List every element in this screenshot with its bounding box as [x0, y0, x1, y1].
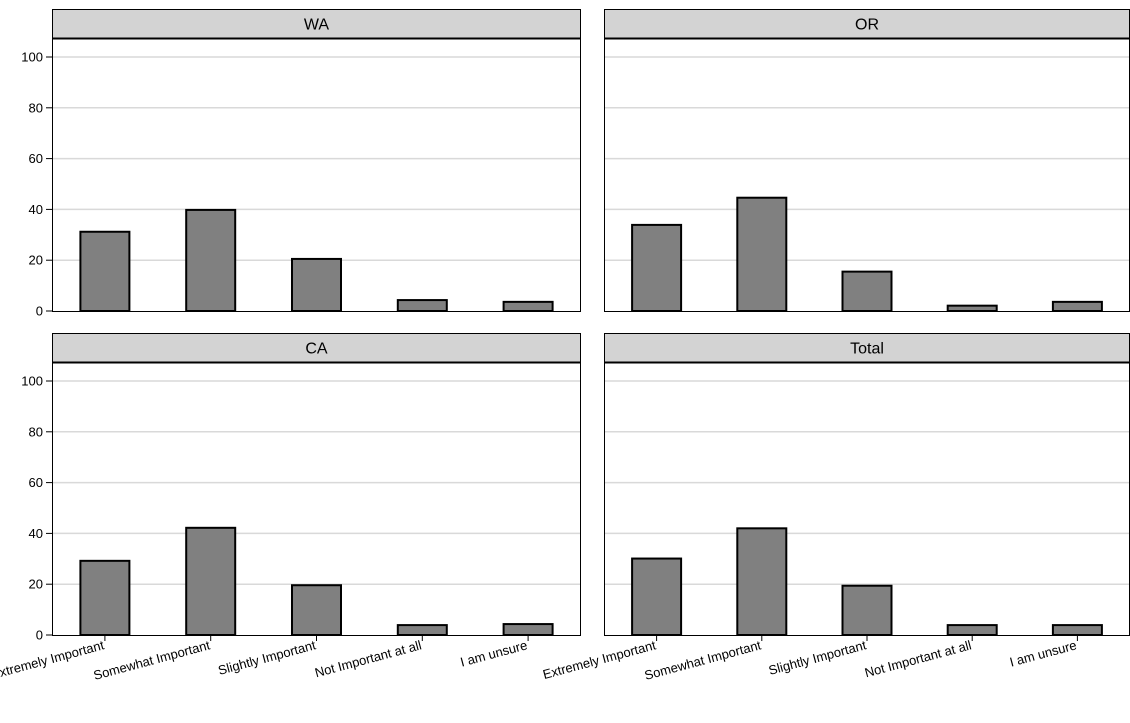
y-tick-label: 100: [21, 374, 43, 389]
panel-wa: WA 0 20 40 60 80 100: [21, 9, 581, 319]
bar: [736, 527, 788, 637]
x-tick-label: Not Important at all: [313, 637, 423, 680]
x-tick-label: Somewhat Important: [643, 637, 763, 683]
y-tick-label: 80: [29, 100, 43, 115]
panel-strip: [52, 333, 581, 363]
x-tick-label: I am unsure: [459, 637, 529, 669]
panel-or: OR: [604, 9, 1130, 313]
bar: [79, 559, 131, 636]
panel-title: OR: [855, 17, 879, 34]
bar: [631, 223, 683, 312]
y-tick-label: 20: [29, 577, 43, 592]
bar: [841, 270, 893, 313]
bar: [1051, 300, 1103, 312]
bar: [79, 230, 131, 312]
x-tick-label: Extremely Important: [541, 637, 658, 682]
bar: [396, 624, 448, 636]
bar: [946, 624, 998, 636]
bar: [946, 304, 998, 312]
y-tick-label: 80: [29, 424, 43, 439]
x-tick-label: Extremely Important: [0, 637, 106, 682]
y-tick-label: 60: [29, 151, 43, 166]
panel-title: Total: [850, 341, 884, 358]
y-tick-label: 20: [29, 253, 43, 268]
bar: [502, 623, 554, 637]
panel-ca: CA 0 20 40 60 80 100 Extremely ImportantSomewha…: [0, 333, 581, 683]
y-tick-label: 40: [29, 202, 43, 217]
x-tick-label: I am unsure: [1008, 637, 1078, 669]
panel-strip: [604, 333, 1130, 363]
y-tick-label: 0: [36, 304, 43, 319]
panel-title: WA: [304, 17, 330, 34]
bar: [291, 584, 342, 637]
x-tick-label: Somewhat Important: [92, 637, 212, 683]
bar: [291, 257, 342, 312]
panel-strip: [52, 9, 581, 39]
panels: WA 0 20 40 60 80 100 OR CA 0 20 40 60 80 100 Extremely …: [0, 9, 1130, 683]
bar: [736, 196, 788, 312]
y-tick-label: 0: [36, 628, 43, 643]
x-tick-label: Slightly Important: [216, 637, 317, 678]
y-tick-label: 60: [29, 475, 43, 490]
bar: [185, 526, 237, 637]
bar: [841, 584, 893, 636]
bar: [396, 299, 448, 313]
bar: [185, 208, 237, 313]
x-tick-label: Slightly Important: [767, 637, 868, 678]
bar: [502, 300, 554, 312]
y-tick-label: 40: [29, 526, 43, 541]
y-tick-label: 100: [21, 50, 43, 65]
panel-title: CA: [305, 341, 328, 358]
x-tick-label: Not Important at all: [863, 637, 973, 680]
bar: [631, 557, 683, 637]
bar: [1051, 624, 1103, 636]
